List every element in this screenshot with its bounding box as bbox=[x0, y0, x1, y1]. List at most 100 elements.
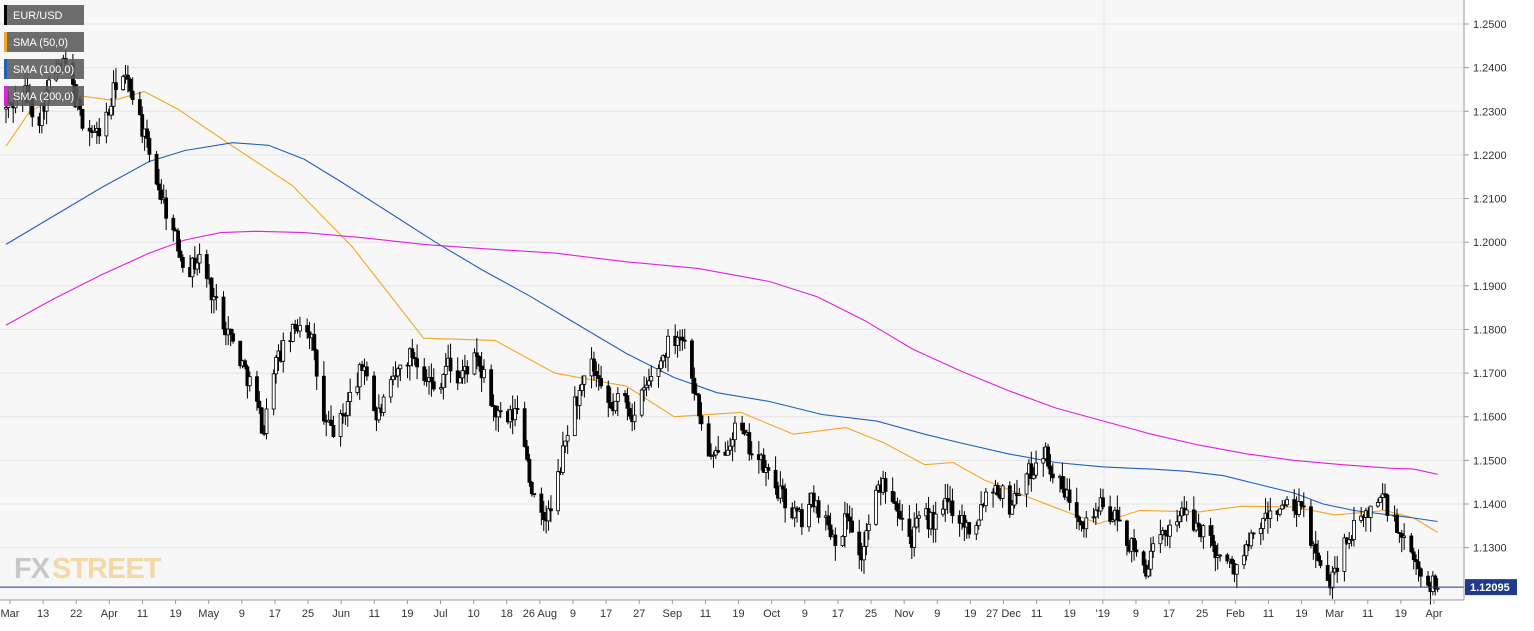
candle-body bbox=[396, 368, 400, 377]
sma-lines bbox=[5, 91, 1438, 533]
candle-body bbox=[1385, 494, 1390, 516]
candle-body bbox=[541, 511, 546, 520]
candle-body bbox=[799, 509, 804, 528]
candle-body bbox=[221, 296, 226, 330]
candle-body bbox=[455, 370, 460, 384]
candle-body bbox=[293, 323, 298, 329]
candle-body bbox=[321, 375, 326, 422]
candle-body bbox=[87, 127, 92, 132]
x-tick-label: 27 bbox=[633, 608, 645, 620]
x-tick-label: 26 Aug bbox=[523, 608, 557, 620]
candle-body bbox=[209, 277, 214, 301]
candle-body bbox=[104, 111, 109, 137]
candle-body bbox=[1191, 509, 1196, 531]
candle-body bbox=[1285, 499, 1289, 506]
candle-body bbox=[599, 378, 604, 387]
candle-body bbox=[1141, 551, 1146, 566]
candle-body bbox=[1012, 493, 1017, 506]
candle-body bbox=[780, 485, 785, 490]
candle-body bbox=[1380, 493, 1385, 498]
candles bbox=[4, 47, 1440, 605]
x-axis-ticks: Mar 13 22 Apr 11 19 May 9 17 25 Jun 11 19 Jul 10 18 26 A… bbox=[1, 600, 1443, 620]
y-tick-label: 1.1800 bbox=[1473, 324, 1507, 336]
candle-body bbox=[1115, 509, 1120, 521]
candle-body bbox=[783, 488, 788, 509]
y-tick-label: 1.2100 bbox=[1473, 194, 1507, 206]
x-tick-label: '19 bbox=[1096, 608, 1110, 620]
candle-body bbox=[1031, 474, 1036, 479]
candle-body bbox=[312, 333, 317, 351]
candle-body bbox=[345, 401, 350, 416]
candle-body bbox=[1029, 463, 1034, 479]
candle-body bbox=[1041, 458, 1046, 464]
candle-body bbox=[749, 453, 754, 456]
candle-body bbox=[1151, 543, 1156, 552]
y-axis-ticks: 1.1300 1.1400 1.1500 1.1600 1.1700 1.1800 1.19… bbox=[1464, 19, 1507, 555]
candle-body bbox=[176, 230, 180, 252]
x-tick-label: 11 bbox=[137, 608, 148, 620]
candle-body bbox=[811, 492, 816, 508]
candle-body bbox=[247, 376, 252, 387]
x-tick-label: Mar bbox=[1, 608, 20, 620]
candle-body bbox=[529, 481, 534, 495]
candle-body bbox=[1208, 525, 1213, 536]
candle-body bbox=[897, 510, 902, 519]
candle-body bbox=[114, 82, 118, 91]
candle-body bbox=[1163, 530, 1168, 536]
candle-body bbox=[1261, 518, 1266, 529]
y-tick-label: 1.1500 bbox=[1473, 455, 1507, 467]
candle-body bbox=[1134, 549, 1139, 553]
x-tick-label: Oct bbox=[763, 608, 780, 620]
x-tick-label: 18 bbox=[501, 608, 513, 620]
candle-body bbox=[625, 395, 630, 409]
candle-body bbox=[1007, 485, 1012, 515]
candle-body bbox=[498, 410, 503, 413]
candle-body bbox=[259, 407, 264, 434]
candle-body bbox=[1268, 510, 1273, 519]
x-tick-label: 27 Dec bbox=[986, 608, 1021, 620]
candle-body bbox=[489, 369, 494, 406]
candle-body bbox=[513, 408, 517, 421]
candle-body bbox=[1330, 571, 1335, 589]
candle-body bbox=[1230, 558, 1234, 565]
candle-body bbox=[690, 340, 694, 379]
candle-body bbox=[1201, 525, 1206, 538]
candle-body bbox=[1234, 564, 1239, 575]
candle-body bbox=[92, 130, 97, 133]
candle-body bbox=[1244, 544, 1249, 557]
candle-body bbox=[725, 449, 730, 456]
candle-body bbox=[245, 366, 250, 387]
candle-body bbox=[1077, 516, 1082, 523]
sma-line bbox=[5, 142, 1438, 523]
candle-body bbox=[458, 377, 463, 384]
candle-body bbox=[448, 357, 453, 372]
candle-body bbox=[465, 366, 470, 375]
last-price-box bbox=[1465, 579, 1517, 596]
candle-body bbox=[1091, 516, 1096, 519]
candle-body bbox=[549, 508, 553, 512]
candle-body bbox=[1074, 502, 1079, 518]
candle-body bbox=[1309, 506, 1313, 546]
candle-body bbox=[658, 360, 663, 370]
candle-body bbox=[376, 407, 381, 421]
candle-body bbox=[606, 385, 611, 403]
candle-body bbox=[706, 423, 711, 457]
candle-body bbox=[833, 534, 838, 547]
x-tick-label: 17 bbox=[600, 608, 612, 620]
candle-body bbox=[1108, 506, 1113, 522]
candle-body bbox=[281, 340, 286, 362]
candle-body bbox=[914, 517, 919, 528]
candle-body bbox=[338, 413, 343, 437]
candle-body bbox=[1048, 465, 1053, 475]
candle-body bbox=[563, 440, 568, 447]
candle-body bbox=[694, 393, 699, 396]
candle-body bbox=[1368, 505, 1373, 518]
candle-body bbox=[1359, 515, 1364, 521]
candle-body bbox=[1148, 550, 1153, 570]
candle-body bbox=[680, 336, 685, 341]
candle-body bbox=[298, 325, 302, 332]
candle-body bbox=[656, 368, 661, 377]
candle-body bbox=[594, 370, 599, 377]
x-tick-label: 10 bbox=[468, 608, 480, 620]
legend-box bbox=[4, 5, 84, 25]
